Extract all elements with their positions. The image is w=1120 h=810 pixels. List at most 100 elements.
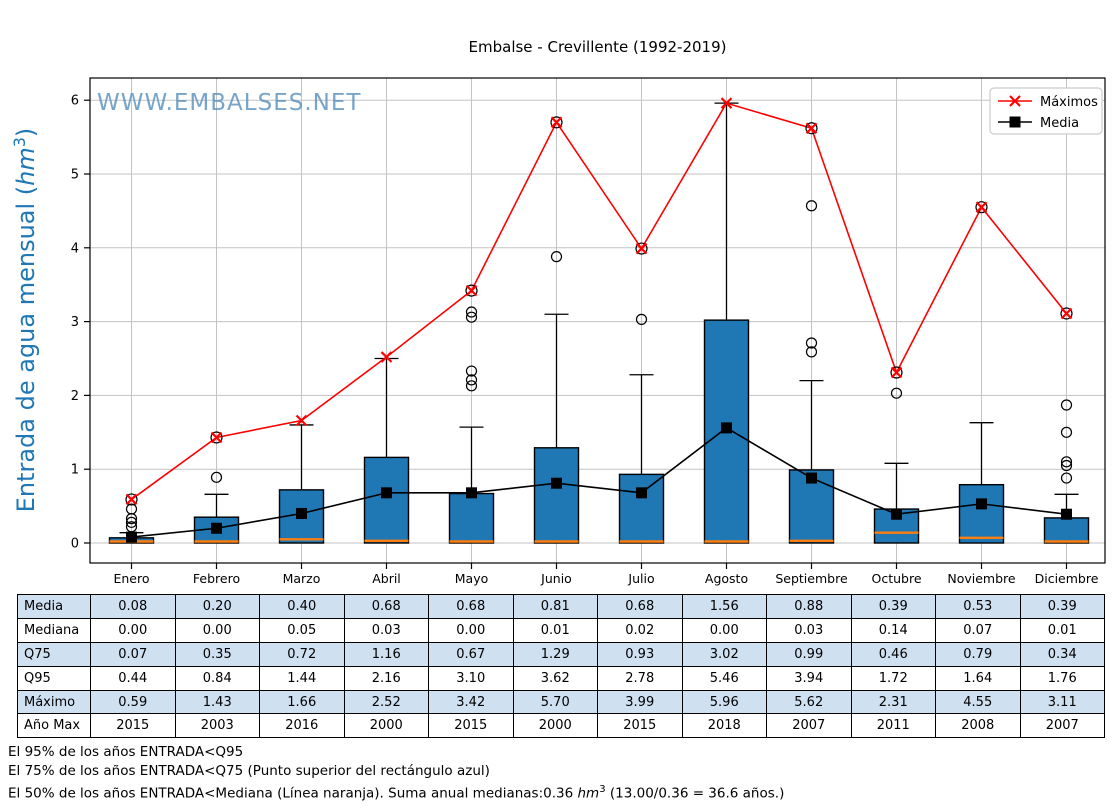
table-row-label: Mediana	[17, 617, 91, 643]
outlier-point	[465, 365, 478, 377]
table-cell: 1.16	[343, 641, 429, 667]
stats-table: Media 0.08 0.20 0.40 0.68 0.68 0.81 0.68 1.56 0.8…	[17, 594, 1105, 739]
table-cell: 0.68	[343, 594, 429, 619]
table-cell: 0.68	[428, 594, 514, 619]
table-cell: 1.66	[259, 689, 345, 715]
table-cell: 3.62	[512, 665, 598, 691]
outlier-point	[1060, 456, 1073, 468]
table-cell: 4.55	[935, 689, 1021, 715]
table-row-label: Año Max	[17, 713, 91, 739]
max-outlier-ring	[805, 122, 818, 135]
media-marker	[891, 508, 902, 520]
table-cell: 0.00	[90, 617, 176, 643]
table-cell: 0.44	[90, 665, 176, 691]
outlier-point	[465, 374, 478, 386]
table-cell: 0.39	[1019, 594, 1105, 619]
table-cell: 3.99	[597, 689, 683, 715]
month-label: Noviembre	[947, 571, 1016, 586]
outlier-point	[890, 387, 903, 399]
table-cell: 0.05	[259, 617, 345, 643]
plot-border	[89, 77, 1106, 564]
table-cell: 2.78	[597, 665, 683, 691]
table-cell: 1.44	[259, 665, 345, 691]
table-cell: 1.56	[681, 594, 767, 619]
month-label: Junio	[540, 571, 572, 586]
table-cell: 2008	[935, 713, 1021, 739]
table-cell: 1.72	[850, 665, 936, 691]
table-cell: 0.00	[681, 617, 767, 643]
table-cell: 0.14	[850, 617, 936, 643]
table-cell: 2007	[1019, 713, 1105, 739]
max-outlier-ring	[210, 431, 223, 444]
outlier-point	[805, 346, 818, 358]
table-cell: 5.96	[681, 689, 767, 715]
media-marker	[806, 472, 817, 484]
table-row-label: Q75	[17, 641, 91, 667]
table-cell: 0.35	[174, 641, 260, 667]
table-cell: 0.99	[766, 641, 852, 667]
table-cell: 0.59	[90, 689, 176, 715]
maximos-marker	[465, 284, 478, 297]
table-cell: 3.94	[766, 665, 852, 691]
table-cell: 0.93	[597, 641, 683, 667]
table-cell: 3.42	[428, 689, 514, 715]
table-cell: 5.62	[766, 689, 852, 715]
max-outlier-ring	[1060, 307, 1073, 320]
month-label: Marzo	[283, 571, 321, 586]
y-tick-label: 6	[71, 94, 79, 109]
table-cell: 0.79	[935, 641, 1021, 667]
outlier-point	[1060, 426, 1073, 438]
table-cell: 0.39	[850, 594, 936, 619]
table-row: Media 0.08 0.20 0.40 0.68 0.68 0.81 0.68 1.56 0.8…	[17, 594, 1105, 619]
y-tick-label: 0	[71, 537, 79, 552]
max-outlier-ring	[125, 493, 138, 506]
outlier-point	[465, 311, 478, 323]
month-label: Enero	[113, 571, 149, 586]
media-marker	[381, 487, 392, 499]
max-outlier-ring	[890, 366, 903, 379]
maximos-marker	[890, 366, 903, 379]
table-cell: 0.00	[428, 617, 514, 643]
table-cell: 2007	[766, 713, 852, 739]
table-row: Máximo 0.59 1.43 1.66 2.52 3.42 5.70 3.99 5.96 5.…	[17, 689, 1105, 715]
table-row: Q75 0.07 0.35 0.72 1.16 0.67 1.29 0.93 3.02 0.99 0…	[17, 641, 1105, 667]
outlier-point	[465, 380, 478, 392]
table-row-label: Q95	[17, 665, 91, 691]
table-cell: 0.08	[90, 594, 176, 619]
maximos-marker	[295, 414, 308, 427]
y-tick-label: 5	[71, 168, 79, 183]
footer-note-q95: El 95% de los años ENTRADA<Q95	[8, 744, 244, 760]
outlier-point	[1060, 459, 1073, 472]
boxplot-box	[618, 473, 665, 544]
table-cell: 2.31	[850, 689, 936, 715]
chart-svg: 0 1 2 3 4 5 6 Enero Febrero Marzo Abril Mayo Junio Ju…	[10, 77, 1106, 586]
table-row: Mediana 0.00 0.00 0.05 0.03 0.00 0.01 0.02 0.00 0…	[17, 617, 1105, 643]
table-cell: 0.00	[174, 617, 260, 643]
table-cell: 2000	[343, 713, 429, 739]
outlier-point	[210, 471, 223, 483]
legend-maximos-label: Máximos	[1040, 95, 1098, 110]
outlier-point	[1060, 399, 1073, 411]
month-label: Julio	[627, 571, 654, 586]
outlier-point	[465, 306, 478, 318]
month-label: Agosto	[705, 571, 748, 586]
table-cell: 0.84	[174, 665, 260, 691]
maximos-marker	[720, 97, 733, 109]
maximos-marker	[635, 242, 648, 255]
month-label: Septiembre	[775, 571, 848, 586]
table-cell: 2016	[259, 713, 345, 739]
maximos-marker	[805, 122, 818, 135]
table-cell: 1.76	[1019, 665, 1105, 691]
table-cell: 0.07	[90, 641, 176, 667]
media-marker	[976, 498, 987, 510]
media-marker	[211, 522, 222, 534]
table-cell: 2015	[597, 713, 683, 739]
boxplot-box	[1043, 517, 1090, 544]
table-cell: 2.16	[343, 665, 429, 691]
y-tick-label: 4	[71, 241, 79, 256]
table-row-label: Media	[17, 594, 91, 619]
watermark: WWW.EMBALSES.NET	[97, 90, 361, 116]
table-cell: 0.02	[597, 617, 683, 643]
media-marker	[296, 507, 307, 519]
maximos-marker	[125, 493, 138, 506]
